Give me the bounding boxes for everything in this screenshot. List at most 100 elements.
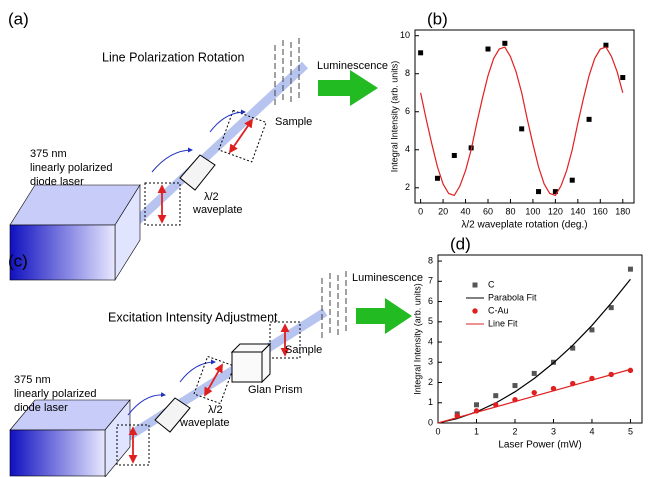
y-tick-label: 3 <box>428 357 433 367</box>
x-tick-label: 80 <box>505 206 515 216</box>
rotation-arrow <box>127 392 166 416</box>
waveplate <box>179 154 216 191</box>
x-tick-label: 20 <box>438 206 448 216</box>
data-point <box>519 126 525 132</box>
x-axis-label: Laser Power (mW) <box>498 440 581 451</box>
y-tick-label: 5 <box>428 316 433 326</box>
laser-text: diode laser <box>30 176 84 188</box>
y-tick-label: 2 <box>428 377 433 387</box>
y-tick-label: 8 <box>405 68 410 78</box>
y-tick-label: 6 <box>428 296 433 306</box>
x-tick-label: 3 <box>551 426 556 436</box>
legend-label: Parabola Fit <box>488 292 537 302</box>
y-tick-label: 10 <box>400 30 410 40</box>
x-tick-label: 5 <box>628 426 633 436</box>
laser-front <box>9 429 106 477</box>
legend-label: C <box>488 279 495 289</box>
legend-label: C-Au <box>488 305 509 315</box>
data-point <box>620 75 626 81</box>
data-point <box>603 42 609 48</box>
waveplate-text: waveplate <box>192 204 243 216</box>
x-tick-label: 4 <box>589 426 594 436</box>
laser-front <box>9 224 116 281</box>
legend-label: Line Fit <box>488 318 518 328</box>
laser-text: linearly polarized <box>30 162 113 174</box>
data-point <box>502 40 508 46</box>
x-tick-label: 140 <box>570 206 585 216</box>
data-point <box>586 116 592 122</box>
data-point <box>473 402 479 408</box>
sample <box>321 271 347 338</box>
sample-label: Sample <box>285 344 322 356</box>
luminescence-label: Luminescence <box>317 60 388 72</box>
legend-swatch <box>472 282 478 288</box>
x-tick-label: 0 <box>418 206 423 216</box>
data-point <box>608 305 614 311</box>
y-tick-label: 4 <box>428 336 433 346</box>
y-tick-label: 8 <box>428 255 433 265</box>
rotation-arrow <box>179 359 216 383</box>
y-axis-label: Integral Intensity (arb. units) <box>412 283 422 395</box>
plot-frame <box>414 29 635 204</box>
data-point <box>531 370 537 376</box>
x-tick-label: 100 <box>525 206 540 216</box>
setup-title: Line Polarization Rotation <box>102 50 244 64</box>
luminescence-label: Luminescence <box>352 272 423 284</box>
plot-frame <box>437 254 643 424</box>
legend-swatch <box>472 308 478 314</box>
polarization-box <box>218 109 267 163</box>
panel-label: (c) <box>8 251 28 270</box>
y-tick-label: 4 <box>405 144 410 154</box>
panel-a: (a) Line Polarization Rotation 375 nm li… <box>8 9 388 282</box>
polarization <box>228 118 254 154</box>
setup-title: Excitation Intensity Adjustment <box>108 310 278 324</box>
rotation-arrow <box>209 109 246 133</box>
polarization-box <box>269 321 301 359</box>
y-tick-label: 7 <box>428 276 433 286</box>
x-tick-label: 120 <box>548 206 563 216</box>
x-tick-label: 60 <box>483 206 493 216</box>
x-tick-label: 0 <box>435 426 440 436</box>
polarization-box <box>193 355 235 405</box>
waveplate <box>154 397 191 433</box>
data-point <box>627 266 633 272</box>
data-point <box>531 389 537 396</box>
panel-label: (b) <box>427 9 448 28</box>
green-arrow <box>356 298 412 334</box>
data-point <box>552 189 558 195</box>
data-point <box>434 175 440 181</box>
data-point <box>418 50 424 56</box>
laser-text: diode laser <box>14 402 68 414</box>
data-point <box>493 393 499 399</box>
x-axis-label: λ/2 waveplate rotation (deg.) <box>461 220 587 231</box>
x-tick-label: 1 <box>474 426 479 436</box>
data-point <box>512 383 518 389</box>
panel-c: (c) Excitation Intensity Adjustment 375 … <box>8 251 423 477</box>
panel-label: (d) <box>450 234 471 253</box>
sample <box>274 38 300 105</box>
y-tick-label: 6 <box>405 106 410 116</box>
y-tick-label: 1 <box>428 397 433 407</box>
panel-label: (a) <box>8 9 29 28</box>
rotation-arrow <box>151 147 193 173</box>
laser-text: 375 nm <box>30 148 67 160</box>
fit-line <box>437 368 631 424</box>
data-point <box>589 327 595 333</box>
x-tick-label: 160 <box>593 206 608 216</box>
x-tick-label: 180 <box>615 206 630 216</box>
polarization-box <box>116 424 150 466</box>
y-tick-label: 0 <box>428 417 433 427</box>
waveplate-text: λ/2 <box>204 191 219 203</box>
polarization-box <box>144 182 181 226</box>
y-tick-label: 2 <box>405 182 410 192</box>
x-tick-label: 40 <box>461 206 471 216</box>
data-point <box>485 46 491 52</box>
x-tick-label: 2 <box>512 426 517 436</box>
glan-prism <box>230 342 272 384</box>
data-point <box>536 189 542 195</box>
data-point <box>451 152 457 158</box>
data-point <box>570 345 576 351</box>
waveplate-text: λ/2 <box>208 404 223 416</box>
waveplate-text: waveplate <box>179 417 230 429</box>
